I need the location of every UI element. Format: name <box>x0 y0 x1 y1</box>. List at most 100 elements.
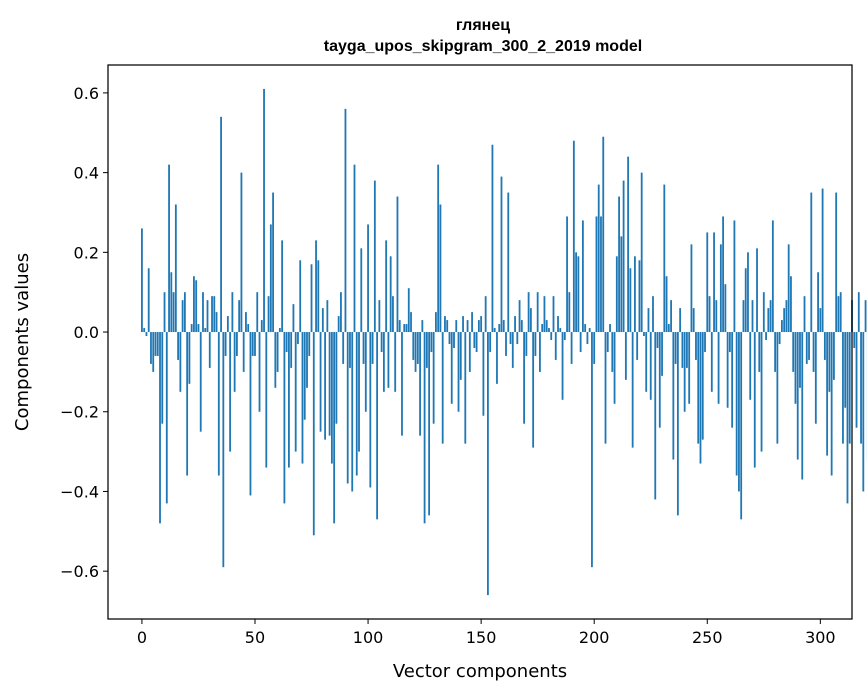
bar <box>290 332 293 368</box>
bar <box>152 332 155 372</box>
bar <box>640 172 643 333</box>
bar <box>468 332 471 372</box>
x-axis-label: Vector components <box>393 661 567 682</box>
bar <box>507 192 510 333</box>
bar <box>346 332 349 484</box>
bar <box>441 332 444 444</box>
x-tick-label: 250 <box>692 628 723 647</box>
bar <box>613 332 616 404</box>
bar <box>487 332 489 596</box>
bar <box>744 268 747 333</box>
bar <box>462 316 464 333</box>
bar <box>249 332 252 496</box>
bar <box>437 164 440 333</box>
bar <box>561 332 564 400</box>
bar <box>170 272 173 333</box>
bar <box>423 332 426 524</box>
bar <box>174 204 177 333</box>
bar <box>697 332 700 444</box>
bar <box>229 332 232 452</box>
bar <box>220 116 222 333</box>
bar <box>762 292 765 333</box>
bar <box>708 296 711 333</box>
bar <box>394 332 397 392</box>
bar <box>272 192 274 333</box>
bar <box>410 312 412 333</box>
bar <box>695 332 697 360</box>
bar <box>765 332 767 341</box>
bar <box>353 164 356 333</box>
y-tick-label: 0.4 <box>74 164 99 183</box>
bar <box>733 220 736 333</box>
bar <box>577 256 580 333</box>
bar <box>853 332 856 348</box>
chart-title-line1: глянец <box>456 17 510 34</box>
bar <box>683 332 686 412</box>
bar <box>412 332 415 360</box>
bar <box>177 332 180 360</box>
bar <box>448 332 451 344</box>
bar <box>297 332 299 344</box>
x-tick-label: 50 <box>245 628 265 647</box>
bar <box>367 224 369 333</box>
bar <box>186 332 189 476</box>
bar <box>477 320 480 333</box>
bar <box>536 292 539 333</box>
bar <box>425 332 428 368</box>
bar <box>563 332 566 341</box>
bar <box>661 332 663 376</box>
y-tick-label: −0.6 <box>60 562 99 581</box>
bar <box>312 332 315 536</box>
bar <box>622 180 625 333</box>
bar <box>342 332 345 364</box>
bar <box>260 320 263 333</box>
bar <box>597 184 600 333</box>
bar <box>301 332 304 464</box>
y-tick-label: −0.4 <box>60 482 99 501</box>
bar <box>826 332 829 456</box>
y-tick-label: 0.0 <box>74 323 99 342</box>
bar <box>588 328 591 333</box>
bar <box>724 284 727 333</box>
y-axis-ticks: −0.6 −0.4 −0.2 0.0 0.2 0.4 0.6 <box>60 84 108 581</box>
bar <box>864 300 867 333</box>
bar <box>523 332 526 424</box>
bar <box>459 332 462 380</box>
bar <box>233 332 236 392</box>
bar <box>566 216 568 333</box>
bar <box>292 304 295 333</box>
bar <box>701 332 704 440</box>
bar <box>857 292 860 333</box>
bar <box>500 176 503 333</box>
bar <box>686 332 688 368</box>
bar <box>240 172 243 333</box>
bar <box>333 332 336 524</box>
bar <box>828 332 831 392</box>
bar <box>434 312 437 333</box>
bar <box>453 332 455 348</box>
bar <box>645 332 648 392</box>
bar <box>172 292 175 333</box>
bar <box>224 332 227 356</box>
bar <box>656 332 659 348</box>
bar <box>188 332 191 384</box>
bar <box>362 332 365 364</box>
bar <box>351 332 354 492</box>
bar <box>464 332 467 444</box>
bar <box>387 332 390 388</box>
bar <box>785 300 788 333</box>
bar <box>482 332 485 416</box>
bar <box>141 228 143 333</box>
bar <box>609 324 611 333</box>
bar <box>505 332 507 356</box>
y-axis-label: Components values <box>12 253 33 431</box>
chart-title-line2: tayga_upos_skipgram_300_2_2019 model <box>324 38 642 55</box>
bar <box>217 332 220 476</box>
bars-group <box>141 88 867 596</box>
bar <box>358 332 360 452</box>
bar <box>193 276 195 333</box>
bar <box>787 244 790 333</box>
bar <box>808 332 810 360</box>
bar <box>710 332 713 392</box>
